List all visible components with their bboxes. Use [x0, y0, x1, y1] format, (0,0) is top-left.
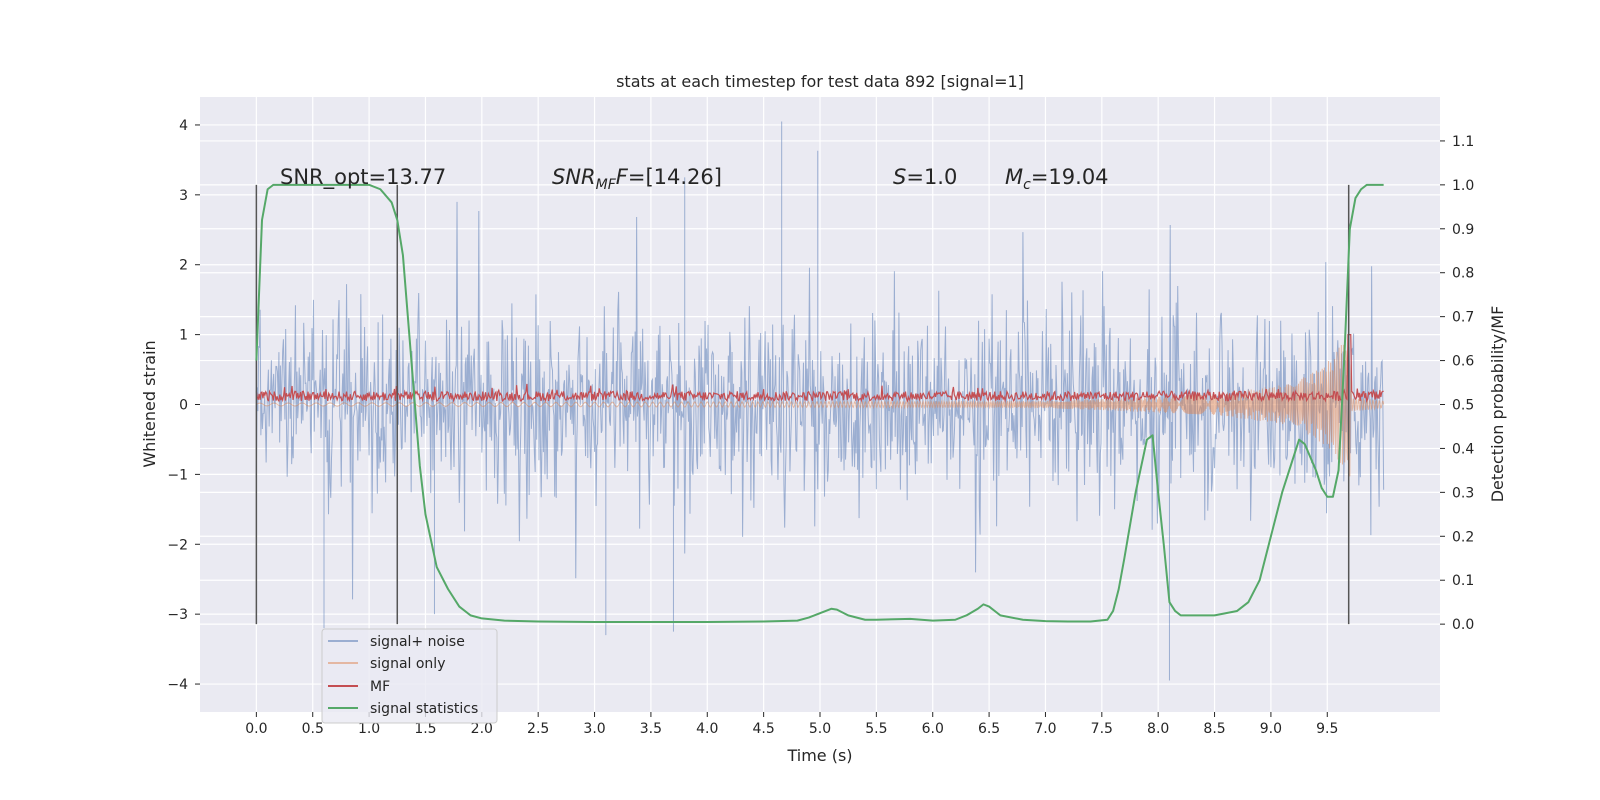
- x-tick-label: 3.5: [640, 721, 662, 737]
- legend-entry-signal-only: signal only: [370, 656, 445, 672]
- x-tick-label: 5.5: [865, 721, 887, 737]
- y-right-tick-label: 1.0: [1452, 178, 1474, 194]
- y-left-tick-label: −4: [167, 677, 188, 693]
- y-left-axis-ticks: 4 3 2 1 0 −1 −2 −3 −4: [167, 118, 200, 693]
- x-tick-label: 5.0: [809, 721, 831, 737]
- chart-title: stats at each timestep for test data 892…: [616, 72, 1024, 91]
- series-signal-statistics: [255, 183, 1384, 623]
- x-tick-label: 9.0: [1260, 721, 1282, 737]
- legend: signal+ noise signal only MF signal stat…: [321, 628, 498, 724]
- series-line-signal-only: [256, 339, 1385, 477]
- y-left-tick-label: 2: [179, 258, 188, 274]
- x-tick-label: 7.5: [1091, 721, 1113, 737]
- x-tick-label: 8.5: [1203, 721, 1225, 737]
- y-left-tick-label: −2: [167, 537, 188, 553]
- x-axis-ticks: 0.0 0.5 1.0 1.5 2.0 2.5 3.0 3.5 4.0 4.5 5.0 5.5 6.0 6…: [245, 712, 1338, 737]
- y-right-tick-label: 0.3: [1452, 485, 1474, 501]
- y-right-tick-label: 0.7: [1452, 310, 1474, 326]
- series-mf: [255, 334, 1384, 404]
- annotation-mc-value: =19.04: [1031, 165, 1109, 189]
- annotation-s-value: =1.0: [906, 165, 957, 189]
- annotation-snr-mf-sub: MF: [596, 177, 617, 193]
- x-tick-label: 3.0: [583, 721, 605, 737]
- annotation-snr-mf-value: =[14.26]: [628, 165, 722, 189]
- legend-entry-signal-noise: signal+ noise: [370, 634, 465, 650]
- annotation-mc-label: M: [1005, 165, 1023, 189]
- annotation-snr-opt: SNR_opt=13.77: [280, 165, 446, 190]
- y-left-tick-label: −1: [167, 467, 188, 483]
- annotation-s: S=1.0: [893, 165, 957, 189]
- annotation-snr-mf: SNRMFF=[14.26]: [552, 165, 722, 193]
- x-tick-label: 7.0: [1034, 721, 1056, 737]
- y-right-tick-label: 0.6: [1452, 354, 1474, 370]
- y-right-tick-label: 0.2: [1452, 529, 1474, 545]
- y-left-axis-label: Whitened strain: [140, 340, 159, 467]
- x-tick-label: 2.0: [471, 721, 493, 737]
- series-line-signal-statistics: [255, 183, 1384, 623]
- y-right-tick-label: 0.8: [1452, 266, 1474, 282]
- y-right-tick-label: 0.5: [1452, 398, 1474, 414]
- legend-entry-mf: MF: [370, 679, 390, 695]
- legend-box: [321, 628, 498, 724]
- y-right-tick-label: 1.1: [1452, 134, 1474, 150]
- x-tick-label: 6.0: [922, 721, 944, 737]
- x-tick-label: 6.5: [978, 721, 1000, 737]
- annotation-mc-sub: c: [1023, 177, 1031, 193]
- series-signal-only: [256, 339, 1385, 477]
- x-tick-label: 1.0: [358, 721, 380, 737]
- x-tick-label: 9.5: [1316, 721, 1338, 737]
- y-left-tick-label: 3: [179, 188, 188, 204]
- annotation-s-label: S: [893, 165, 906, 189]
- x-tick-label: 4.5: [753, 721, 775, 737]
- x-tick-label: 1.5: [414, 721, 436, 737]
- x-tick-label: 2.5: [527, 721, 549, 737]
- y-left-tick-label: 4: [179, 118, 188, 134]
- x-tick-label: 0.0: [245, 721, 267, 737]
- series-line-mf: [255, 334, 1384, 404]
- x-tick-label: 4.0: [696, 721, 718, 737]
- y-right-tick-label: 0.4: [1452, 441, 1474, 457]
- annotation-mc: Mc=19.04: [1005, 165, 1109, 193]
- y-left-tick-label: 0: [179, 398, 188, 414]
- y-left-tick-label: 1: [179, 328, 188, 344]
- legend-entry-signal-statistics: signal statistics: [370, 701, 478, 717]
- y-left-tick-label: −3: [167, 607, 188, 623]
- x-tick-label: 0.5: [302, 721, 324, 737]
- y-right-tick-label: 0.1: [1452, 573, 1474, 589]
- x-tick-label: 8.0: [1147, 721, 1169, 737]
- x-axis-label: Time (s): [786, 746, 852, 765]
- y-right-tick-label: 0.0: [1452, 617, 1474, 633]
- annotation-snr-mf-label: SNR: [552, 165, 596, 189]
- y-right-axis-ticks: 1.1 1.0 0.9 0.8 0.7 0.6 0.5 0.4 0.3 0.2 0.1 0.0: [1440, 134, 1474, 633]
- y-right-tick-label: 0.9: [1452, 222, 1474, 238]
- y-right-axis-label: Detection probability/MF: [1488, 306, 1507, 503]
